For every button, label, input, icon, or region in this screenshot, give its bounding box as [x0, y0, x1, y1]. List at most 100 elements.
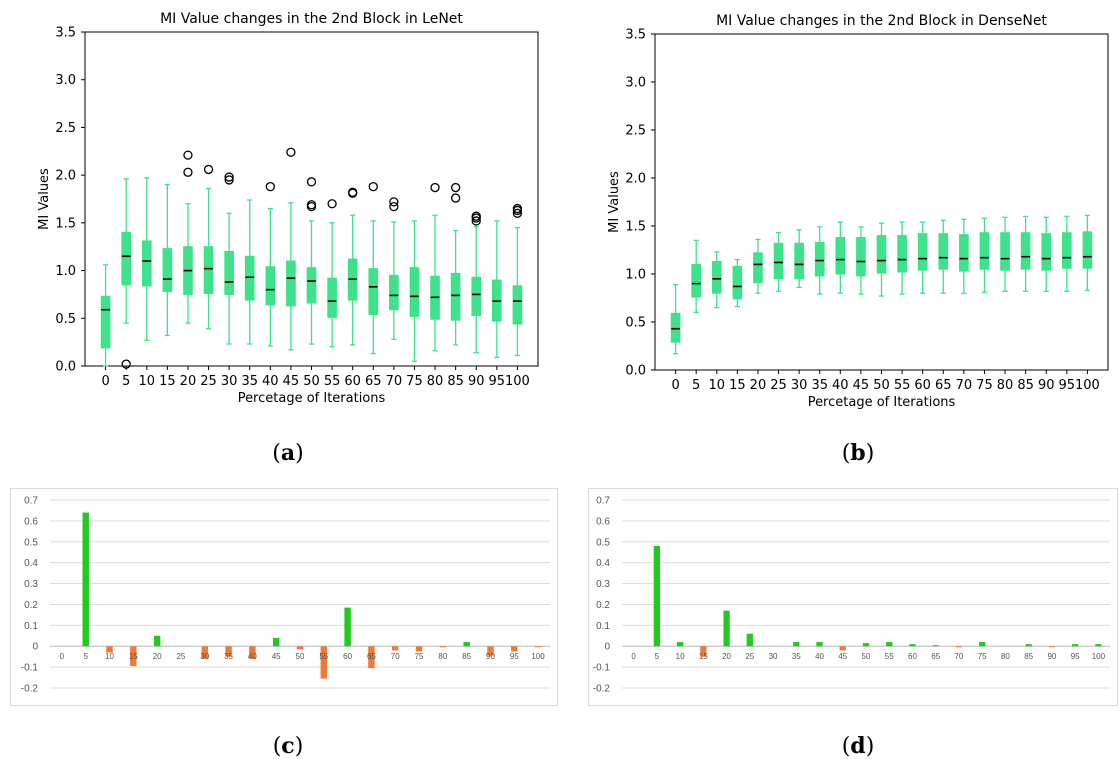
outlier-point — [203, 164, 214, 175]
bar — [368, 646, 375, 669]
x-tick-label: 25 — [176, 652, 185, 661]
y-tick-label: 1.5 — [625, 220, 646, 235]
bar — [862, 643, 870, 647]
x-tick-label: 30 — [769, 652, 778, 661]
x-tick-label: 40 — [815, 652, 824, 661]
x-tick-label: 45 — [283, 374, 300, 389]
x-tick-label: 10 — [676, 652, 685, 661]
bar — [106, 646, 113, 653]
x-tick-label: 45 — [838, 652, 847, 661]
x-tick-label: 25 — [770, 378, 787, 393]
plot-frame — [654, 33, 1109, 371]
bar — [392, 646, 399, 651]
y-tick-label: 2.5 — [55, 121, 76, 136]
y-tick-label: 0 — [32, 642, 38, 653]
x-tick-label: 50 — [303, 374, 320, 389]
box-iqr — [1082, 231, 1093, 269]
y-axis-label: MI Values — [607, 171, 622, 233]
y-tick-label: 0.6 — [596, 516, 610, 527]
x-tick-label: 40 — [262, 374, 279, 389]
outlier-point — [512, 203, 523, 214]
y-tick-label: 1.0 — [55, 264, 76, 279]
box-iqr — [856, 237, 866, 277]
caption-b: (b) — [841, 440, 875, 466]
y-tick-label: 3.0 — [55, 73, 76, 88]
boxplot-densenet: MI Value changes in the 2nd Block in Den… — [560, 0, 1120, 410]
bar — [201, 646, 208, 659]
x-tick-label: 10 — [138, 374, 155, 389]
y-tick-label: 0.1 — [24, 621, 38, 632]
box-iqr — [670, 312, 681, 343]
bar — [1072, 644, 1079, 647]
x-tick-label: 55 — [319, 652, 328, 661]
caption-a: (a) — [272, 440, 304, 466]
bar — [653, 545, 660, 647]
x-tick-label: 20 — [180, 374, 197, 389]
box-iqr — [794, 242, 804, 280]
y-tick-label: 1.0 — [625, 268, 646, 283]
x-tick-label: 20 — [153, 652, 162, 661]
x-tick-label: 20 — [722, 652, 731, 661]
box-iqr — [327, 277, 337, 318]
outlier-point — [224, 175, 234, 185]
x-tick-label: 30 — [200, 652, 209, 661]
bar — [979, 642, 986, 647]
y-tick-label: -0.2 — [21, 684, 39, 695]
y-tick-label: 0.7 — [24, 496, 38, 507]
chart-title: MI Value changes in the 2nd Block in LeN… — [160, 11, 463, 27]
box-iqr — [224, 250, 234, 295]
box-iqr — [876, 235, 887, 274]
x-tick-label: 100 — [1075, 378, 1100, 393]
bar — [534, 646, 542, 648]
y-tick-label: 0 — [604, 642, 610, 653]
x-tick-label: 40 — [832, 378, 849, 393]
x-tick-label: 10 — [708, 378, 725, 393]
caption-d: (d) — [841, 733, 875, 759]
bar — [723, 610, 730, 647]
x-tick-label: 95 — [1059, 378, 1076, 393]
outlier-point — [389, 197, 399, 207]
box-iqr — [814, 241, 825, 277]
barchart-lenet-diff-svg: 0.7 0.6 0.5 0.4 0.3 0.2 0.1 0 -0.1 -0.2 0 5 10 15 20 25… — [10, 488, 558, 706]
bar — [1095, 644, 1102, 647]
bar — [1025, 644, 1032, 647]
x-tick-label: 15 — [729, 378, 746, 393]
bar — [415, 646, 423, 652]
box-iqr — [959, 234, 969, 272]
outlier-point — [224, 172, 234, 182]
outlier-point — [450, 182, 461, 193]
x-tick-label: 95 — [510, 652, 519, 661]
y-tick-label: 0.5 — [24, 537, 38, 548]
x-tick-label: 80 — [438, 652, 447, 661]
bar — [909, 644, 916, 647]
bar — [272, 637, 280, 647]
y-tick-label: 3.0 — [625, 76, 646, 91]
y-axis-label: MI Values — [37, 168, 52, 230]
x-tick-label: 80 — [997, 378, 1014, 393]
bar — [700, 646, 707, 657]
box-iqr — [1061, 232, 1072, 269]
box-iqr — [121, 231, 132, 286]
box-iqr — [306, 267, 317, 304]
x-tick-label: 90 — [468, 374, 485, 389]
x-tick-label: 90 — [1047, 652, 1056, 661]
x-tick-label: 100 — [1092, 652, 1106, 661]
x-tick-label: 70 — [956, 378, 973, 393]
x-tick-label: 70 — [391, 652, 400, 661]
outlier-point — [183, 167, 193, 177]
x-tick-label: 0 — [101, 374, 109, 389]
x-tick-label: 65 — [367, 652, 376, 661]
x-tick-label: 15 — [129, 652, 138, 661]
x-tick-label: 75 — [415, 652, 424, 661]
y-tick-label: 3.5 — [55, 26, 76, 41]
x-tick-label: 90 — [486, 652, 495, 661]
box-iqr — [203, 246, 214, 294]
bar — [932, 645, 939, 647]
x-axis-label: Percetage of Iterations — [238, 391, 386, 406]
x-tick-label: 75 — [406, 374, 423, 389]
bar — [487, 646, 494, 656]
outlier-point — [183, 150, 193, 160]
chart-border — [588, 488, 1118, 706]
x-tick-label: 10 — [105, 652, 114, 661]
x-tick-label: 0 — [60, 652, 65, 661]
